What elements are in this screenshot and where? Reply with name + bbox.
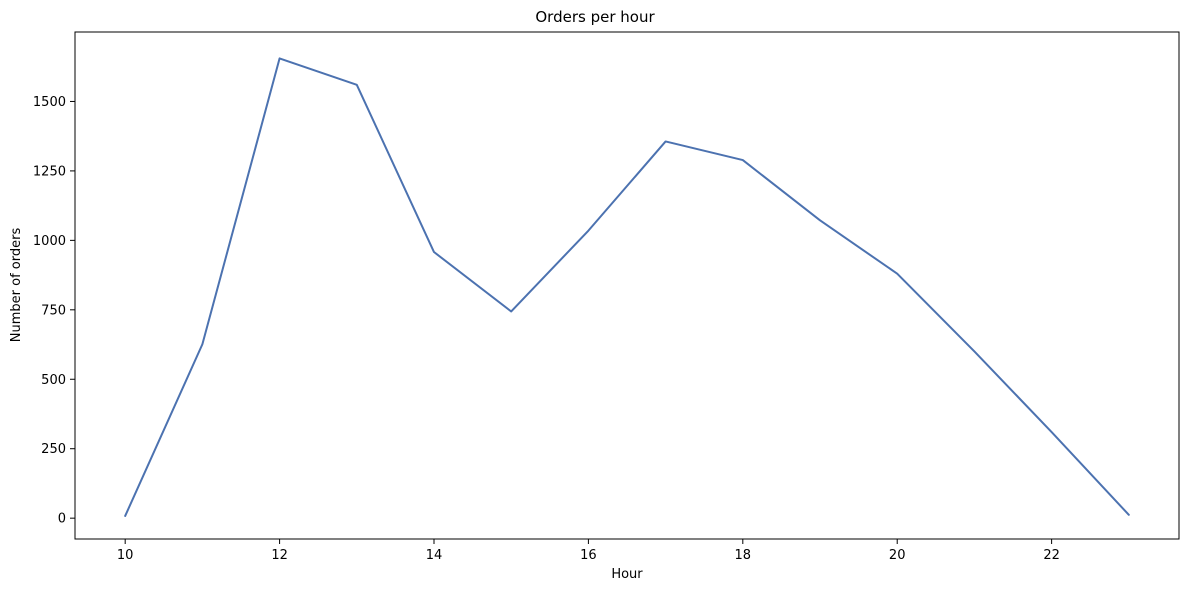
x-tick-label: 22 (1043, 548, 1060, 563)
plot-area (124, 57, 1130, 517)
y-tick-label: 1250 (33, 164, 66, 179)
chart-title: Orders per hour (535, 8, 655, 26)
x-axis: 10 12 14 16 18 20 22 (117, 539, 1060, 563)
y-tick-label: 500 (41, 373, 66, 388)
y-tick-label: 0 (58, 512, 66, 527)
x-tick-label: 12 (271, 548, 288, 563)
y-axis: 0 250 500 750 1000 1250 1500 (33, 95, 75, 527)
series-line-0 (124, 57, 1130, 517)
x-tick-label: 20 (889, 548, 906, 563)
y-tick-label: 1000 (33, 234, 66, 249)
plot-frame (74, 31, 1180, 540)
y-tick-label: 1500 (33, 95, 66, 110)
x-tick-label: 10 (117, 548, 134, 563)
x-axis-label: Hour (611, 567, 643, 582)
y-axis-label: Number of orders (9, 228, 24, 343)
y-tick-label: 750 (41, 303, 66, 318)
x-tick-label: 16 (580, 548, 597, 563)
x-tick-label: 14 (426, 548, 443, 563)
x-tick-label: 18 (735, 548, 752, 563)
y-tick-label: 250 (41, 442, 66, 457)
